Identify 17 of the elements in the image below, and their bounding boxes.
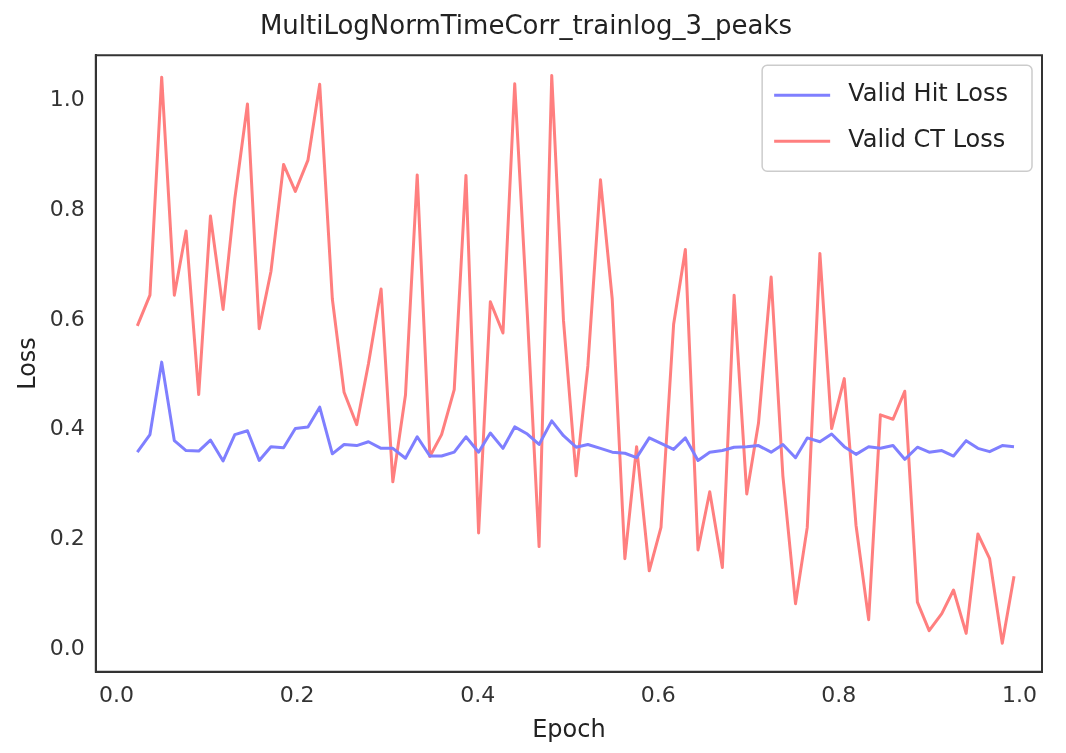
y-tick-label: 0.2 [49, 525, 85, 551]
x-tick-label: 1.0 [1001, 681, 1037, 707]
x-tick-label: 0.2 [279, 681, 315, 707]
x-tick-label: 0.6 [640, 681, 676, 707]
x-axis-title: Epoch [532, 714, 606, 743]
x-tick-label: 0.8 [821, 681, 857, 707]
chart-title: MultiLogNormTimeCorr_trainlog_3_peaks [259, 10, 793, 41]
y-tick-label: 0.8 [49, 195, 85, 221]
legend-label: Valid Hit Loss [848, 79, 1008, 108]
legend-label: Valid CT Loss [848, 125, 1006, 154]
y-axis-title: Loss [12, 337, 41, 390]
x-tick-label: 0.4 [460, 681, 496, 707]
y-tick-label: 0.4 [49, 415, 85, 441]
y-tick-label: 0.6 [49, 305, 85, 331]
y-tick-label: 1.0 [49, 85, 85, 111]
y-tick-label: 0.0 [49, 635, 85, 661]
x-tick-label: 0.0 [99, 681, 135, 707]
